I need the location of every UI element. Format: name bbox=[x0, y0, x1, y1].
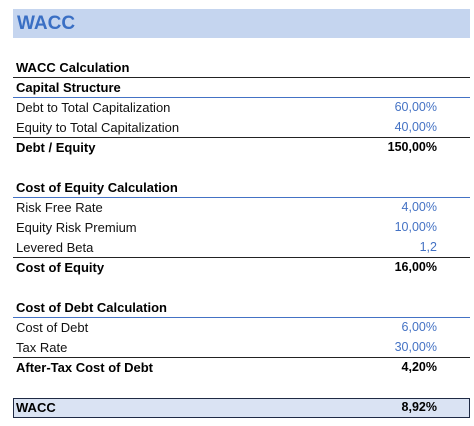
heading: WACC Calculation bbox=[16, 60, 130, 75]
result-label: WACC bbox=[16, 400, 56, 415]
input-row: Levered Beta 1,2 bbox=[13, 238, 470, 258]
input-row: Equity Risk Premium 10,00% bbox=[13, 218, 470, 238]
title-bar: WACC bbox=[13, 9, 470, 38]
section-title: Cost of Debt Calculation bbox=[16, 300, 167, 315]
rule bbox=[13, 137, 470, 138]
section-title-row: Cost of Equity Calculation bbox=[13, 178, 470, 198]
rule bbox=[13, 257, 470, 258]
row-label: Levered Beta bbox=[16, 240, 94, 255]
row-label: Cost of Debt bbox=[16, 320, 89, 335]
row-label: Equity to Total Capitalization bbox=[16, 120, 180, 135]
rule bbox=[13, 77, 470, 78]
row-value: 40,00% bbox=[394, 120, 437, 134]
row-value: 10,00% bbox=[394, 220, 437, 234]
rule bbox=[13, 97, 470, 98]
section-title: Cost of Equity Calculation bbox=[16, 180, 178, 195]
row-label: Tax Rate bbox=[16, 340, 68, 355]
result-value: 8,92% bbox=[401, 400, 437, 414]
rule bbox=[13, 317, 470, 318]
row-label: Risk Free Rate bbox=[16, 200, 103, 215]
input-row: Cost of Debt 6,00% bbox=[13, 318, 470, 338]
input-row: Debt to Total Capitalization 60,00% bbox=[13, 98, 470, 118]
row-label: Debt to Total Capitalization bbox=[16, 100, 171, 115]
input-row: Equity to Total Capitalization 40,00% bbox=[13, 118, 470, 138]
input-row: Risk Free Rate 4,00% bbox=[13, 198, 470, 218]
row-value: 1,2 bbox=[419, 240, 437, 254]
total-row: Cost of Equity 16,00% bbox=[13, 258, 470, 278]
row-value: 4,00% bbox=[401, 200, 437, 214]
input-row: Tax Rate 30,00% bbox=[13, 338, 470, 358]
total-value: 150,00% bbox=[387, 140, 437, 154]
total-row: Debt / Equity 150,00% bbox=[13, 138, 470, 158]
section-title: Capital Structure bbox=[16, 80, 121, 95]
result-row: WACC 8,92% bbox=[13, 398, 470, 418]
row-label: Equity Risk Premium bbox=[16, 220, 137, 235]
total-label: Cost of Equity bbox=[16, 260, 105, 275]
row-value: 30,00% bbox=[394, 340, 437, 354]
section-title-row: Capital Structure bbox=[13, 78, 470, 98]
row-value: 6,00% bbox=[401, 320, 437, 334]
rule bbox=[13, 197, 470, 198]
heading-row: WACC Calculation bbox=[13, 58, 470, 78]
rule bbox=[13, 357, 470, 358]
total-value: 16,00% bbox=[394, 260, 437, 274]
title: WACC bbox=[17, 13, 76, 34]
total-label: After-Tax Cost of Debt bbox=[16, 360, 153, 375]
row-value: 60,00% bbox=[394, 100, 437, 114]
total-value: 4,20% bbox=[401, 360, 437, 374]
total-row: After-Tax Cost of Debt 4,20% bbox=[13, 358, 470, 378]
section-title-row: Cost of Debt Calculation bbox=[13, 298, 470, 318]
total-label: Debt / Equity bbox=[16, 140, 96, 155]
